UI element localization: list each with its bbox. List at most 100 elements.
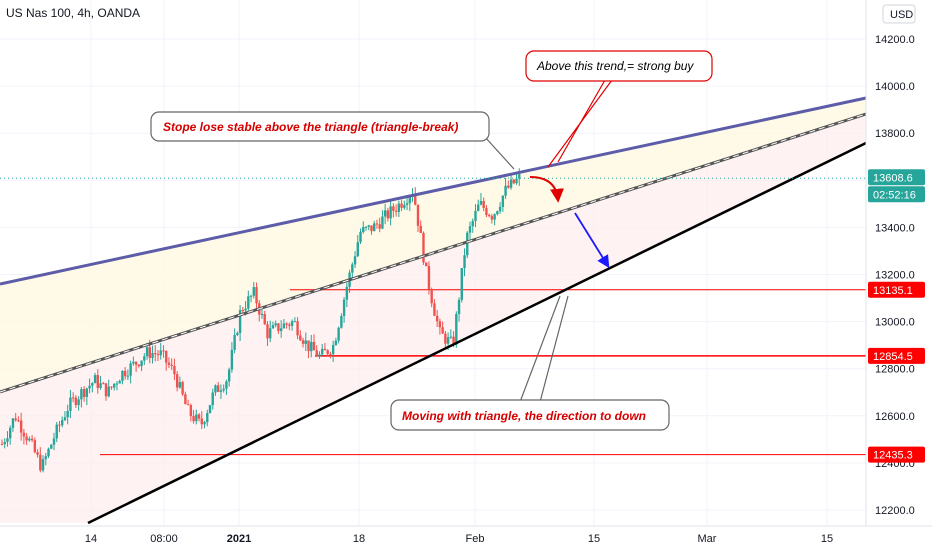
callout-pointer-top-2 <box>557 79 606 163</box>
candle-body <box>408 196 411 204</box>
candle-body <box>277 323 280 332</box>
lower-trendline[interactable] <box>87 141 867 525</box>
candle-body <box>140 360 143 367</box>
candle-body <box>323 348 327 351</box>
candle-body <box>222 388 225 391</box>
countdown-value: 02:52:16 <box>873 189 916 201</box>
candle-body <box>44 456 47 460</box>
candle-body <box>22 432 26 437</box>
price-tick-label: 12200.0 <box>875 505 915 517</box>
candle-body <box>430 289 433 304</box>
candle-body <box>356 242 359 257</box>
candle-body <box>217 385 220 392</box>
candle-body <box>6 438 9 442</box>
candle-body <box>490 216 494 220</box>
candle-body <box>474 210 477 221</box>
currency-button[interactable]: USD <box>882 4 916 24</box>
candle-body <box>39 454 42 471</box>
candle-body <box>288 324 291 326</box>
candle-body <box>271 325 275 329</box>
candle-body <box>296 321 299 336</box>
candle-body <box>435 315 439 322</box>
candle-body <box>515 178 518 184</box>
level-tag-label: 12854.5 <box>873 351 913 363</box>
currency-label: USD <box>890 9 913 21</box>
candle-body <box>419 225 422 233</box>
candle-body <box>310 341 313 352</box>
candle-body <box>509 179 513 188</box>
candle-body <box>247 296 250 309</box>
candle-body <box>0 444 4 446</box>
candle-body <box>438 321 442 328</box>
time-axis[interactable]: 14 08:00 2021 18 Feb 15 Mar 15 <box>85 533 833 545</box>
candle-body <box>392 206 395 211</box>
candle-body <box>518 174 521 179</box>
lower-channel-fill <box>0 114 866 523</box>
candle-body <box>99 383 102 388</box>
candle-body <box>400 203 403 208</box>
candle-body <box>383 210 387 217</box>
candle-body <box>66 410 69 418</box>
candle-body <box>69 397 72 411</box>
candle-body <box>154 353 157 355</box>
callout-strong-buy-text: Above this trend,= strong buy <box>536 59 694 73</box>
candle-body <box>203 422 206 425</box>
candle-body <box>381 216 384 229</box>
candle-body <box>386 210 390 219</box>
candle-body <box>422 232 425 263</box>
level-tag-bg <box>868 281 925 298</box>
price-axis[interactable]: 12200.012400.012600.012800.013000.013200… <box>875 34 915 517</box>
candle-body <box>263 314 266 325</box>
candle-body <box>266 324 269 339</box>
candle-body <box>9 427 12 439</box>
callout-direction-down-text: Moving with triangle, the direction to d… <box>402 409 646 423</box>
candle-body <box>496 211 499 215</box>
middle-trendline-dash <box>0 113 867 393</box>
candle-body <box>96 375 99 388</box>
level-tag-bg <box>868 347 925 364</box>
candle-body <box>134 361 138 365</box>
time-tick-label: 14 <box>85 533 97 545</box>
candle-body <box>466 232 469 256</box>
callout-strong-buy[interactable]: Above this trend,= strong buy <box>525 50 713 82</box>
upper-trendline[interactable] <box>0 96 867 286</box>
candle-body <box>353 256 357 265</box>
candle-body <box>181 382 184 395</box>
time-tick-label: Mar <box>698 533 717 545</box>
candle-body <box>178 382 182 388</box>
candle-body <box>110 386 113 388</box>
candle-body <box>373 223 376 232</box>
candle-body <box>485 208 488 215</box>
candle-body <box>55 424 58 439</box>
candle-body <box>175 374 179 388</box>
candle-body <box>394 210 398 212</box>
candle-body <box>88 385 91 389</box>
candle-body <box>129 363 132 376</box>
callout-stop-loss[interactable]: Stope lose stable above the triangle (tr… <box>150 111 490 142</box>
candle-body <box>85 388 89 397</box>
price-tick-label: 14000.0 <box>875 81 915 93</box>
candle-body <box>25 436 28 441</box>
candle-body <box>501 195 505 207</box>
red-curved-arrow <box>529 176 564 203</box>
candle-body <box>238 309 242 334</box>
candle-body <box>165 350 168 363</box>
candle-body <box>329 353 332 355</box>
candle-body <box>58 424 61 426</box>
candle-body <box>269 328 272 339</box>
candle-body <box>290 321 294 326</box>
candle-body <box>457 299 461 315</box>
time-tick-label: 2021 <box>227 533 251 545</box>
candle-body <box>342 299 346 317</box>
candle-body <box>498 206 502 212</box>
candle-body <box>282 323 286 329</box>
candle-body <box>260 314 264 316</box>
candle-body <box>301 340 305 344</box>
callout-stop-loss-box <box>150 111 490 142</box>
callout-direction-down[interactable]: Moving with triangle, the direction to d… <box>390 399 670 431</box>
candle-body <box>405 203 409 205</box>
candle-body <box>331 345 335 355</box>
candle-body <box>362 227 365 233</box>
last-price-tag: 13608.6 02:52:16 <box>868 169 925 203</box>
